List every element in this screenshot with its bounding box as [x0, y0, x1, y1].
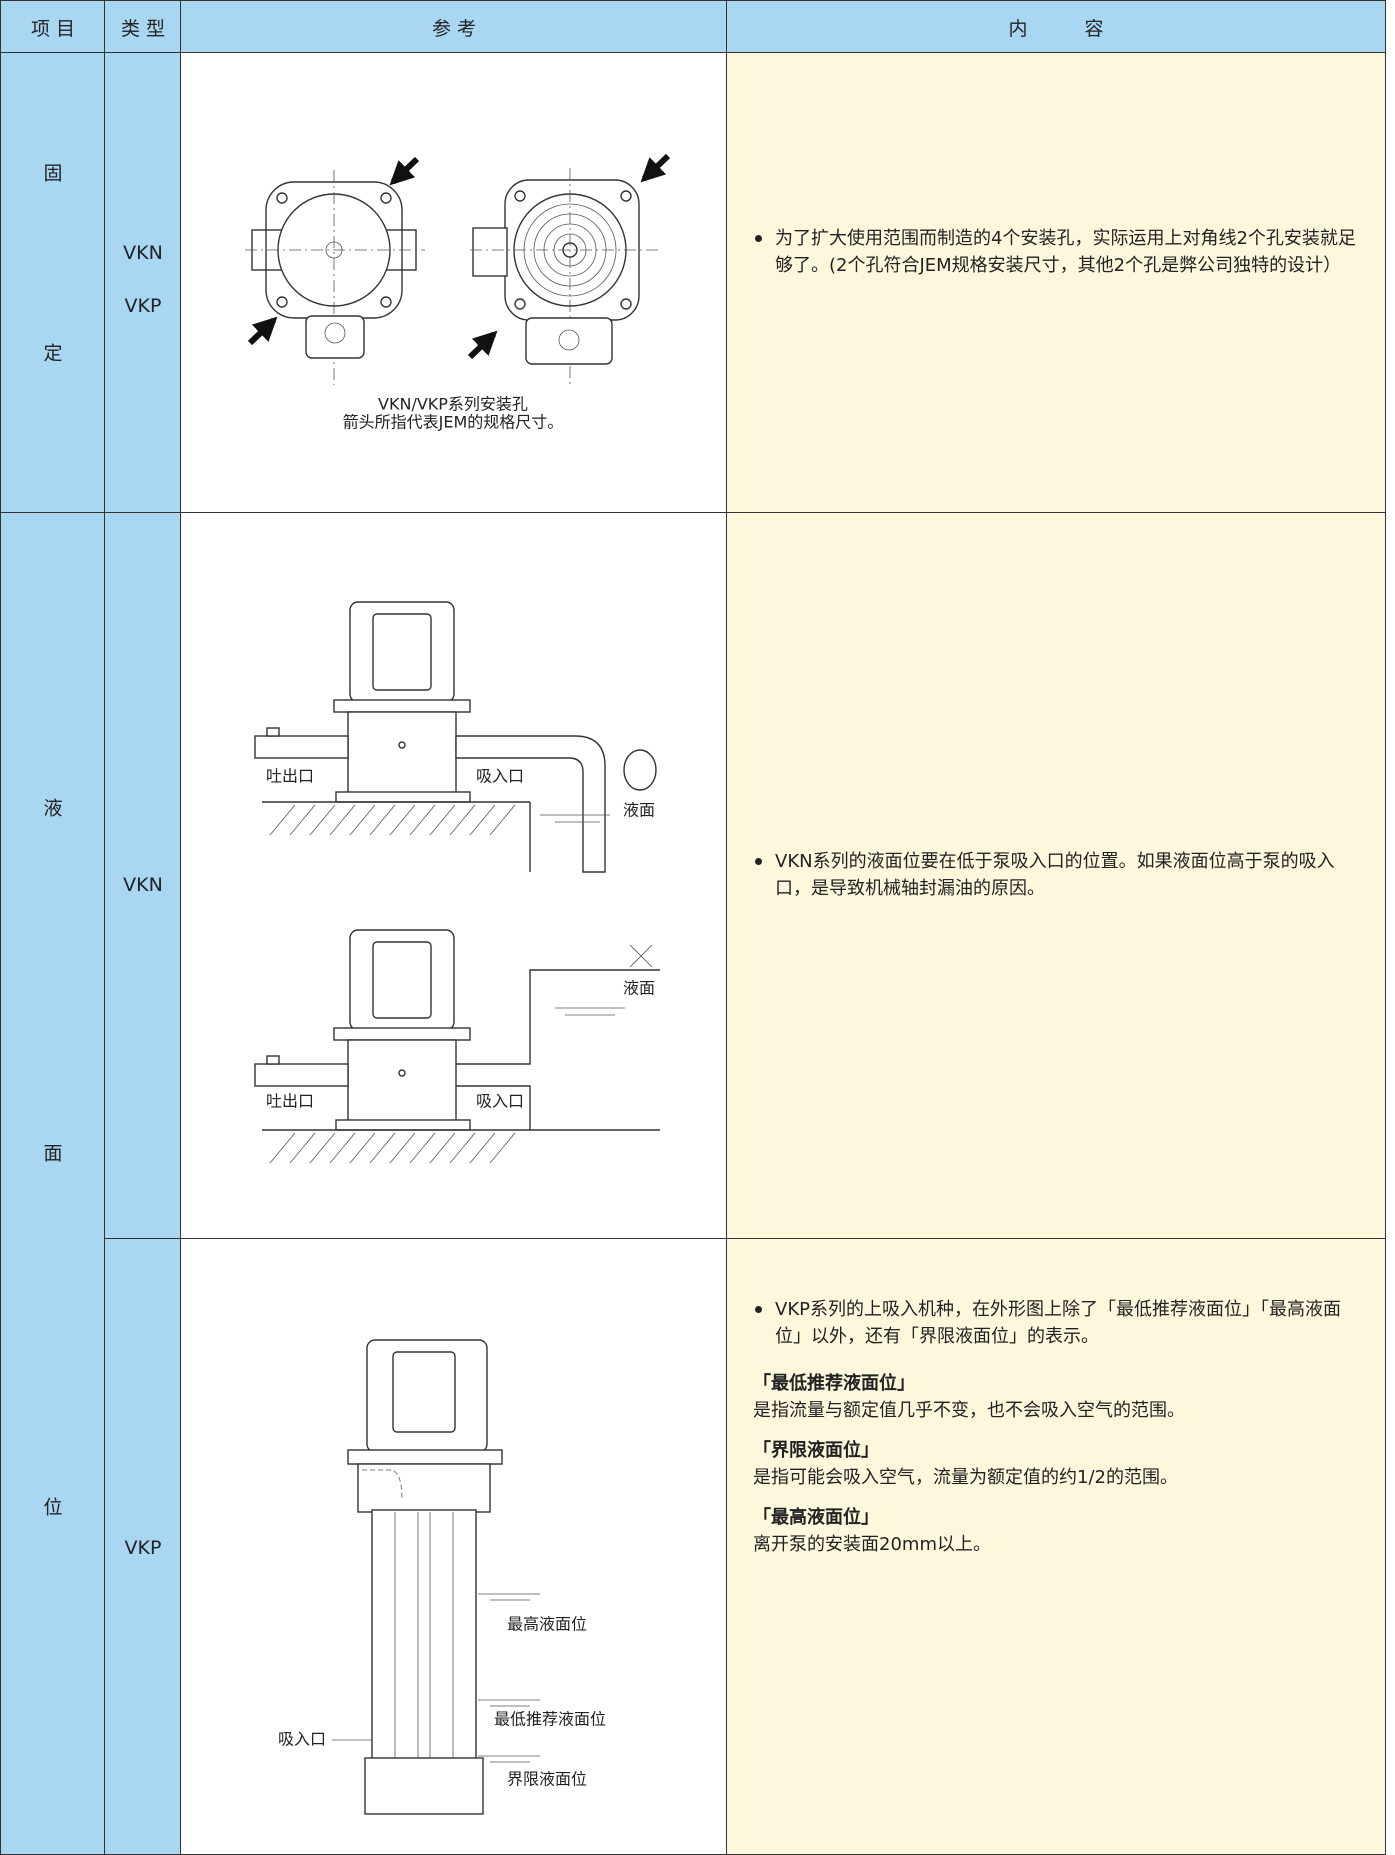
diagram-label: 界限液面位 [507, 1770, 587, 1789]
content-section: 「界限液面位」是指可能会吸入空气，流量为额定值的约1/2的范围。 [753, 1437, 1365, 1491]
figure-caption: 箭头所指代表JEM的规格尺寸。 [343, 413, 564, 432]
header-reference: 参 考 [180, 0, 728, 54]
content-text: VKN系列的液面位要在低于泵吸入口的位置。如果液面位高于泵的吸入口，是导致机械轴… [753, 848, 1365, 902]
type-label: VKP [124, 1537, 162, 1559]
section-text: 是指可能会吸入空气，流量为额定值的约1/2的范围。 [753, 1467, 1178, 1488]
type-cell: VKN VKP [104, 52, 182, 514]
figure-caption: VKN/VKP系列安装孔 [378, 395, 528, 414]
diagram-label: 最高液面位 [507, 1615, 587, 1634]
section-text: 离开泵的安装面20mm以上。 [753, 1534, 991, 1555]
diagram-label: 吸入口 [476, 1092, 524, 1111]
item-char: 固 [43, 162, 63, 185]
pump-top-view [467, 153, 671, 385]
content-cell [726, 1238, 1386, 1855]
type-cell: VKN [104, 512, 182, 1240]
content-section: 「最高液面位」离开泵的安装面20mm以上。 [753, 1504, 1365, 1558]
header-item: 项 目 [0, 0, 106, 54]
bullet-text: 为了扩大使用范围而制造的4个安装孔，实际运用上对角线2个孔安装就足够了。(2个孔… [775, 228, 1356, 276]
section-text: 是指流量与额定值几乎不变，也不会吸入空气的范围。 [753, 1400, 1185, 1421]
diagram-label: 吐出口 [266, 1092, 314, 1111]
item-char: 面 [43, 1142, 63, 1165]
content-cell [726, 52, 1386, 514]
section-heading: 「界限液面位」 [753, 1440, 879, 1461]
bullet-text: VKP系列的上吸入机种，在外形图上除了「最低推荐液面位」「最高液面位」以外，还有… [775, 1299, 1341, 1347]
content-text: 为了扩大使用范围而制造的4个安装孔，实际运用上对角线2个孔安装就足够了。(2个孔… [753, 225, 1365, 279]
diagram-label: 液面 [623, 801, 655, 820]
type-label: VKN [123, 242, 163, 264]
pump-side-view [254, 929, 660, 1164]
bullet-text: VKN系列的液面位要在低于泵吸入口的位置。如果液面位高于泵的吸入口，是导致机械轴… [775, 851, 1335, 899]
type-label: VKP [124, 295, 162, 317]
item-char: 液 [43, 797, 63, 820]
content-section: 「最低推荐液面位」是指流量与额定值几乎不变，也不会吸入空气的范围。 [753, 1370, 1365, 1424]
header-type: 类 型 [104, 0, 182, 54]
diagram-label: 液面 [623, 979, 655, 998]
pump-top-view [245, 156, 425, 385]
bullet-item: VKP系列的上吸入机种，在外形图上除了「最低推荐液面位」「最高液面位」以外，还有… [753, 1296, 1365, 1350]
item-cell: 固 定 [0, 52, 106, 514]
diagram-label: 吐出口 [266, 767, 314, 786]
item-char: 位 [43, 1496, 63, 1519]
bullet-item: 为了扩大使用范围而制造的4个安装孔，实际运用上对角线2个孔安装就足够了。(2个孔… [753, 225, 1365, 279]
pump-vertical-view [332, 1339, 540, 1815]
diagram-label: 最低推荐液面位 [494, 1710, 606, 1729]
diagram-label: 吸入口 [476, 767, 524, 786]
section-heading: 「最低推荐液面位」 [753, 1373, 915, 1394]
diagram-label: 吸入口 [278, 1730, 326, 1749]
pump-side-view [254, 601, 657, 873]
item-cell: 液 面 位 [0, 512, 106, 1855]
content-text: VKP系列的上吸入机种，在外形图上除了「最低推荐液面位」「最高液面位」以外，还有… [753, 1296, 1365, 1558]
item-char: 定 [43, 342, 63, 365]
type-label: VKN [123, 874, 163, 896]
section-heading: 「最高液面位」 [753, 1507, 879, 1528]
bullet-item: VKN系列的液面位要在低于泵吸入口的位置。如果液面位高于泵的吸入口，是导致机械轴… [753, 848, 1365, 902]
